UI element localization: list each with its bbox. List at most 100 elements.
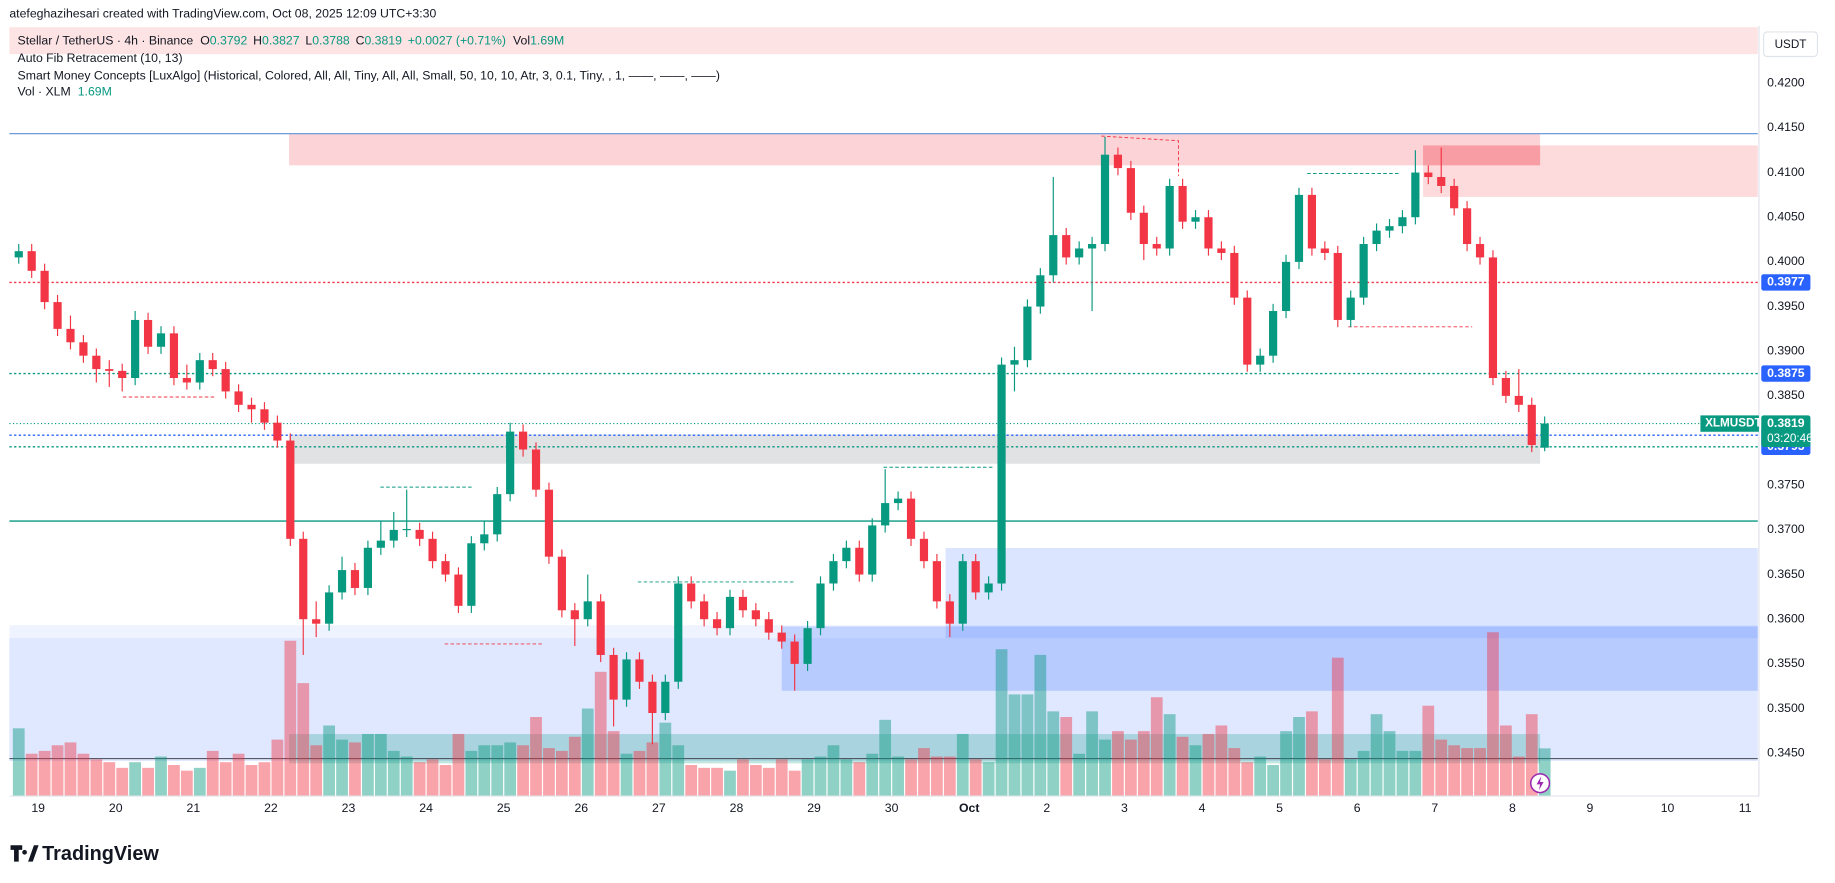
volume-bar — [905, 759, 917, 797]
volume-bar — [1474, 748, 1486, 797]
ohlc-value: 0.3819 — [364, 34, 402, 48]
volume-bar — [1034, 654, 1047, 797]
volume-bar — [1202, 733, 1215, 797]
volume-bar — [349, 742, 361, 797]
candle-body — [389, 529, 398, 541]
candle-body — [402, 528, 411, 531]
x-tick-label: 4 — [1199, 801, 1206, 815]
logo: TradingView — [10, 843, 159, 865]
candle-body — [518, 431, 528, 450]
candle-body — [764, 619, 773, 633]
volume-bar — [866, 753, 879, 797]
bolt — [1536, 776, 1544, 791]
volume-bar — [1461, 748, 1473, 797]
candle-body — [700, 601, 709, 620]
volume-bar — [594, 671, 607, 797]
candle-body — [738, 596, 748, 611]
x-tick-label: 7 — [1431, 801, 1438, 815]
x-tick-label: Oct — [959, 801, 979, 815]
candle-body — [1010, 360, 1019, 365]
y-tick-label: 0.3700 — [1767, 522, 1805, 536]
candle-body — [221, 369, 230, 392]
volume-bar — [12, 728, 25, 797]
volume-bar — [1267, 765, 1279, 797]
volume-bar — [1331, 657, 1344, 797]
candle-body — [971, 561, 980, 593]
candle-body — [1450, 185, 1459, 209]
candle-body — [1243, 297, 1252, 365]
zones — [9, 27, 1758, 764]
volume-bar — [1047, 711, 1060, 797]
volume-bar — [465, 750, 478, 797]
x-tick-label: 22 — [264, 801, 278, 815]
candle-body — [1281, 261, 1291, 312]
volume-bar — [982, 762, 995, 797]
y-tick-label: 0.3450 — [1767, 745, 1805, 759]
candle-body — [945, 601, 954, 624]
volume-bar — [116, 767, 129, 797]
volume-bar — [956, 733, 969, 797]
y-tick-label: 0.4150 — [1767, 120, 1805, 134]
volume-bar — [517, 745, 529, 797]
volume-bar — [1357, 750, 1370, 797]
volume-bar — [362, 733, 374, 797]
y-tick-label: 0.3600 — [1767, 611, 1805, 625]
volume-bar — [814, 756, 827, 797]
candle-body — [273, 422, 282, 441]
volume-bar — [995, 649, 1008, 797]
candle-body — [997, 364, 1006, 584]
candle-body — [1346, 297, 1355, 320]
volume-bar — [297, 683, 310, 797]
logo-text: TradingView — [42, 843, 159, 865]
volume-bar — [180, 770, 193, 797]
x-tick-label: 28 — [730, 801, 744, 815]
volume-bar — [323, 725, 335, 797]
candle-body — [182, 378, 191, 383]
candle-body — [829, 561, 838, 584]
currency-box[interactable] — [1763, 31, 1819, 58]
y-tick-label: 0.3850 — [1767, 388, 1805, 402]
logo-icon — [10, 845, 39, 862]
volume-bar — [969, 759, 982, 797]
candle-body — [260, 409, 269, 423]
x-tick-label: 5 — [1276, 801, 1283, 815]
candle-body — [1294, 194, 1304, 262]
candle-body — [622, 659, 631, 700]
volume-bar — [607, 731, 620, 797]
volume-bar — [504, 742, 517, 797]
candle-body — [105, 369, 114, 371]
volume-layer — [12, 632, 1551, 797]
volume-bar — [439, 765, 452, 797]
volume-bar — [1396, 750, 1409, 797]
volume-bar — [1500, 725, 1512, 797]
volume-bar — [1099, 739, 1111, 797]
volume-bar — [1435, 739, 1448, 797]
x-tick-label: 3 — [1121, 801, 1128, 815]
candle-body — [1320, 248, 1329, 253]
x-tick-label: 8 — [1509, 801, 1516, 815]
candle-body — [570, 610, 579, 620]
symbol: Stellar / TetherUS · 4h · Binance — [18, 34, 194, 48]
candle-body — [557, 556, 566, 611]
ticker-tag — [1700, 415, 1759, 432]
candle-body — [325, 592, 334, 624]
candle-body — [1062, 235, 1071, 258]
volume-bar — [129, 762, 142, 797]
candle-body — [1475, 244, 1485, 258]
volume-bar — [1086, 711, 1098, 797]
supply-zone — [1423, 145, 1758, 197]
vol-legend: Vol · XLM 1.69M — [18, 85, 112, 99]
candle-body — [1204, 217, 1213, 249]
candle-body — [66, 328, 75, 343]
volume-bar — [1512, 756, 1525, 797]
vol-value: 1.69M — [530, 34, 564, 48]
candle-body — [1113, 154, 1123, 169]
indicator: Smart Money Concepts [LuxAlgo] (Historic… — [18, 69, 720, 83]
candle-body — [1087, 244, 1097, 249]
volume-bar — [1008, 694, 1021, 797]
candle-body — [816, 583, 825, 629]
candle-body — [1411, 172, 1420, 218]
candle-body — [1191, 217, 1200, 222]
volume-bar — [1383, 731, 1396, 797]
candle-body — [1359, 244, 1368, 298]
